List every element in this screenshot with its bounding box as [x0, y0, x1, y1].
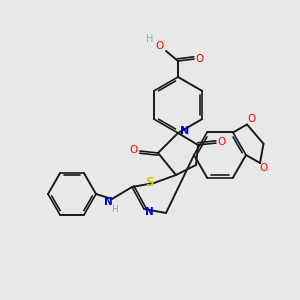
Text: S: S — [145, 176, 153, 188]
Text: N: N — [145, 207, 153, 217]
Text: H: H — [112, 205, 118, 214]
Text: N: N — [103, 197, 112, 207]
Text: O: O — [196, 54, 204, 64]
Text: O: O — [247, 115, 255, 124]
Text: O: O — [155, 41, 163, 51]
Text: O: O — [260, 163, 268, 173]
Text: O: O — [130, 145, 138, 155]
Text: H: H — [146, 34, 154, 44]
Text: O: O — [218, 137, 226, 147]
Text: N: N — [180, 126, 190, 136]
